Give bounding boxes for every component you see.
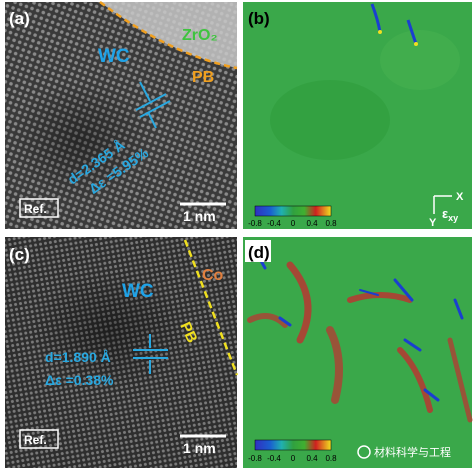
- colorbar-tick: -0.4: [267, 454, 281, 463]
- reference-label: Ref.: [24, 202, 47, 216]
- colorbar: [254, 205, 332, 217]
- map-feature: [406, 19, 418, 45]
- map-features: [247, 248, 473, 423]
- map-feature: [380, 30, 460, 90]
- scale-label: 1 nm: [183, 440, 216, 456]
- colorbar-tick: 0.4: [306, 454, 318, 463]
- label-box: [245, 240, 271, 262]
- colorbar-tick: 0: [291, 454, 296, 463]
- strain-component: εxy: [442, 206, 458, 223]
- map-feature: [378, 30, 382, 34]
- strain-subscript: xy: [448, 213, 458, 223]
- phase-label: Co: [202, 267, 224, 284]
- boundary: [183, 239, 239, 376]
- strain-text: Δε =0.38%: [45, 372, 114, 388]
- phase-label: ZrO₂: [182, 27, 218, 44]
- strain-map: [243, 237, 472, 468]
- axis-y-label: Y: [429, 217, 437, 229]
- colorbar-tick: -0.8: [248, 454, 262, 463]
- spacing-text: d=1.890 Å: [45, 349, 111, 365]
- zro2-region: [100, 2, 237, 68]
- colorbar: [254, 439, 332, 451]
- map-feature: [270, 80, 390, 160]
- strain-symbol: ε: [442, 206, 448, 221]
- panel-d: (d) -0.8 -0.4 0 0.4 0.8 材料科学与工程: [243, 237, 473, 468]
- colorbar-tick: 0.8: [325, 219, 337, 228]
- map-feature: [370, 3, 382, 33]
- reference-box: [19, 429, 59, 449]
- interface-label: PB: [192, 69, 214, 86]
- scale-label: 1 nm: [183, 208, 216, 224]
- panel-c: (c) Co WC PB d=1.890 Å Δε =0.38% Ref. 1 …: [5, 237, 239, 468]
- panel-b: (b) -0.8 -0.4 0 0.4 0.8 X Y εxy: [243, 2, 472, 229]
- colorbar-tick: 0: [291, 219, 296, 228]
- panel-label: (c): [9, 245, 30, 264]
- map-feature: [414, 42, 418, 46]
- boundary: [99, 1, 238, 70]
- spacing-marker: [135, 81, 171, 129]
- watermark-icon: [357, 445, 371, 459]
- colorbar-tick: -0.8: [248, 219, 262, 228]
- colorbar-tick: -0.4: [267, 219, 281, 228]
- colorbar-tick: 0.8: [325, 454, 337, 463]
- axes-icon: [433, 195, 452, 214]
- reference-label: Ref.: [24, 433, 47, 447]
- material-label: WC: [122, 281, 154, 302]
- material-label: WC: [98, 46, 130, 67]
- watermark: 材料科学与工程: [374, 445, 451, 459]
- reference-box: [19, 198, 59, 218]
- colorbar-tick: 0.4: [306, 219, 318, 228]
- axis-x-label: X: [456, 191, 464, 203]
- panel-label: (d): [248, 243, 270, 262]
- panel-label: (b): [248, 9, 270, 28]
- panel-a: (a) ZrO₂ WC PB d=2.365 Å Δε =5.95% Ref. …: [5, 1, 238, 229]
- shading: [10, 80, 150, 200]
- panel-label: (a): [9, 9, 30, 28]
- spacing-marker: [133, 334, 168, 374]
